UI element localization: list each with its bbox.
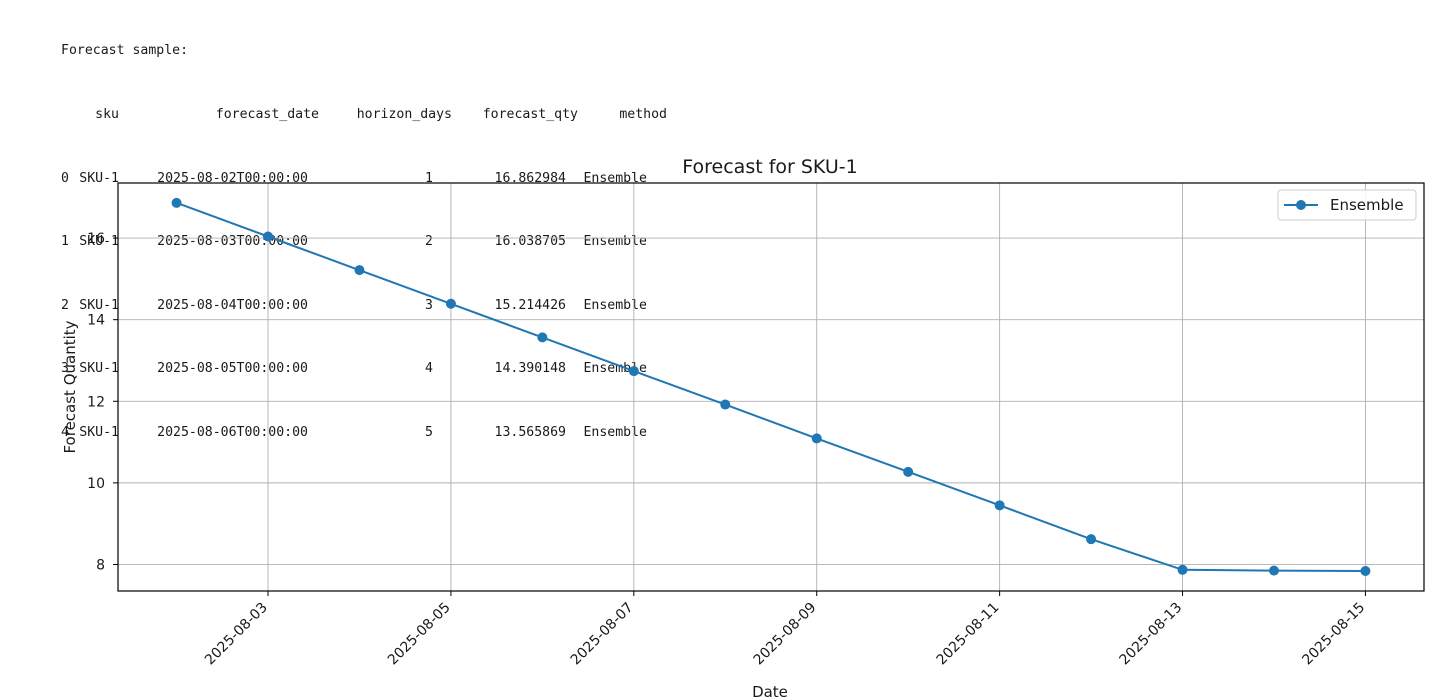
data-point xyxy=(354,265,365,276)
column-header-sku: sku xyxy=(95,107,119,122)
x-tick-label: 2025-08-05 xyxy=(385,600,454,669)
x-tick-label: 2025-08-15 xyxy=(1299,600,1368,669)
row-index: 3 xyxy=(61,361,69,377)
chart-series-layer xyxy=(171,197,1371,577)
x-tick-label: 2025-08-07 xyxy=(568,600,637,669)
x-tick-label: 2025-08-13 xyxy=(1117,600,1186,669)
row-horizon-days: 1 xyxy=(425,170,433,186)
y-axis-label: Forecast Quantity xyxy=(61,320,79,453)
row-horizon-days: 4 xyxy=(425,361,433,377)
data-point xyxy=(537,332,548,343)
data-point xyxy=(171,197,182,208)
x-axis-ticks: 2025-08-03 2025-08-05 2025-08-07 2025-08-09… xyxy=(202,591,1368,668)
column-header-method: method xyxy=(619,107,667,122)
row-sku: SKU-1 xyxy=(79,424,119,440)
row-index: 1 xyxy=(61,234,69,250)
x-tick-label: 2025-08-03 xyxy=(202,600,271,669)
row-horizon-days: 5 xyxy=(425,424,433,440)
y-tick-label: 12 xyxy=(87,394,105,410)
table-row: 4 SKU-1 2025-08-06T00:00:00 5 13.565869 Ensem… xyxy=(61,422,667,443)
row-forecast-qty: 13.565869 xyxy=(494,424,566,440)
chart-title: Forecast for SKU-1 xyxy=(682,156,857,178)
row-forecast-qty: 14.390148 xyxy=(494,361,566,377)
y-tick-label: 8 xyxy=(96,557,105,573)
data-point xyxy=(994,500,1005,511)
data-point xyxy=(811,433,822,444)
legend-marker-swatch xyxy=(1296,200,1306,210)
data-point xyxy=(445,298,456,309)
y-axis-ticks: 8 10 12 14 16 xyxy=(87,231,118,573)
data-point xyxy=(263,231,274,242)
y-tick-label: 10 xyxy=(87,476,105,492)
output-heading: Forecast sample: xyxy=(61,43,189,59)
table-row: 0 SKU-1 2025-08-02T00:00:00 1 16.862984 Ensem… xyxy=(61,168,667,189)
chart-grid xyxy=(118,183,1424,591)
x-axis-label: Date xyxy=(752,683,788,698)
row-forecast-date: 2025-08-04T00:00:00 xyxy=(157,297,308,313)
row-index: 4 xyxy=(61,424,69,440)
row-method: Ensemble xyxy=(583,170,647,186)
legend-box xyxy=(1277,189,1417,221)
row-forecast-qty: 15.214426 xyxy=(494,297,566,313)
legend-label: Ensemble xyxy=(1330,196,1404,214)
row-sku: SKU-1 xyxy=(79,361,119,377)
data-point xyxy=(903,466,914,477)
chart-legend: Ensemble xyxy=(1277,189,1417,221)
row-horizon-days: 3 xyxy=(425,297,433,313)
row-forecast-qty: 16.862984 xyxy=(494,170,566,186)
row-index: 0 xyxy=(61,170,69,186)
data-point xyxy=(1268,565,1279,576)
row-sku: SKU-1 xyxy=(79,234,119,250)
row-index: 2 xyxy=(61,297,69,313)
column-header-horizon-days: horizon_days xyxy=(356,107,452,122)
data-point xyxy=(720,399,731,410)
row-forecast-date: 2025-08-05T00:00:00 xyxy=(157,361,308,377)
table-header-row: sku forecast_date horizon_days forecast_qty… xyxy=(61,104,667,125)
column-header-forecast-date: forecast_date xyxy=(215,107,319,122)
row-sku: SKU-1 xyxy=(79,170,119,186)
series-line xyxy=(176,201,1366,573)
plot-frame xyxy=(117,182,1425,592)
y-tick-label: 14 xyxy=(87,313,105,329)
x-tick-label: 2025-08-09 xyxy=(751,600,820,669)
row-method: Ensemble xyxy=(583,297,647,313)
table-row: 2 SKU-1 2025-08-04T00:00:00 3 15.214426 Ensem… xyxy=(61,295,667,316)
data-point xyxy=(1360,566,1371,577)
row-method: Ensemble xyxy=(583,424,647,440)
data-point xyxy=(628,366,639,377)
forecast-chart-figure: Forecast for SKU-1 8 10 12 14 16 2025-08-03 2… xyxy=(0,150,1442,698)
row-forecast-date: 2025-08-06T00:00:00 xyxy=(157,424,308,440)
row-horizon-days: 2 xyxy=(425,234,433,250)
column-header-forecast-qty: forecast_qty xyxy=(482,107,578,122)
x-tick-label: 2025-08-11 xyxy=(934,600,1003,669)
data-point xyxy=(1086,534,1097,545)
y-tick-label: 16 xyxy=(87,231,105,247)
data-point xyxy=(1177,564,1188,575)
row-sku: SKU-1 xyxy=(79,297,119,313)
row-forecast-date: 2025-08-02T00:00:00 xyxy=(157,170,308,186)
